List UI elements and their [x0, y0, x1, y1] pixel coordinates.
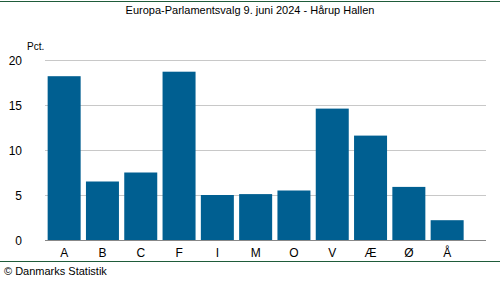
x-tick-label: Å [443, 245, 451, 260]
bar [316, 109, 349, 240]
grid-line [45, 240, 486, 241]
bar [48, 76, 81, 240]
grid-line [45, 105, 486, 106]
y-tick-label: 10 [9, 144, 23, 158]
bar [431, 220, 464, 240]
x-axis [45, 240, 486, 241]
y-tick-label: 0 [15, 234, 22, 248]
x-tick-label: B [98, 246, 106, 260]
x-tick-label: O [289, 246, 298, 260]
bar [239, 194, 272, 240]
source: © Danmarks Statistik [4, 265, 107, 277]
y-tick-label: 20 [9, 54, 23, 68]
bars [48, 72, 464, 240]
grid-line [45, 150, 486, 151]
bar [86, 182, 119, 241]
y-tick-label: 15 [9, 99, 23, 113]
x-tick-label: M [251, 246, 261, 260]
x-tick-label: V [328, 246, 336, 260]
bar [163, 72, 196, 240]
x-tick-label: A [60, 246, 68, 260]
x-tick-label: F [175, 246, 182, 260]
x-tick-label: I [216, 246, 219, 260]
x-tick-label: Æ [365, 246, 377, 260]
bar [201, 195, 234, 240]
chart: Europa-Parlamentsvalg 9. juni 2024 - Hår… [0, 0, 500, 282]
bar [354, 136, 387, 240]
x-tick-label: Ø [404, 246, 413, 260]
y-label: Pct. [27, 41, 44, 52]
bar [124, 173, 157, 241]
y-tick-label: 5 [15, 189, 22, 203]
bar [277, 191, 310, 241]
x-tick-label: C [136, 246, 145, 260]
title: Europa-Parlamentsvalg 9. juni 2024 - Hår… [126, 4, 375, 16]
frame-line [0, 1, 500, 2]
grid-line [45, 60, 486, 61]
bar [392, 187, 425, 240]
frame-line [0, 261, 500, 262]
